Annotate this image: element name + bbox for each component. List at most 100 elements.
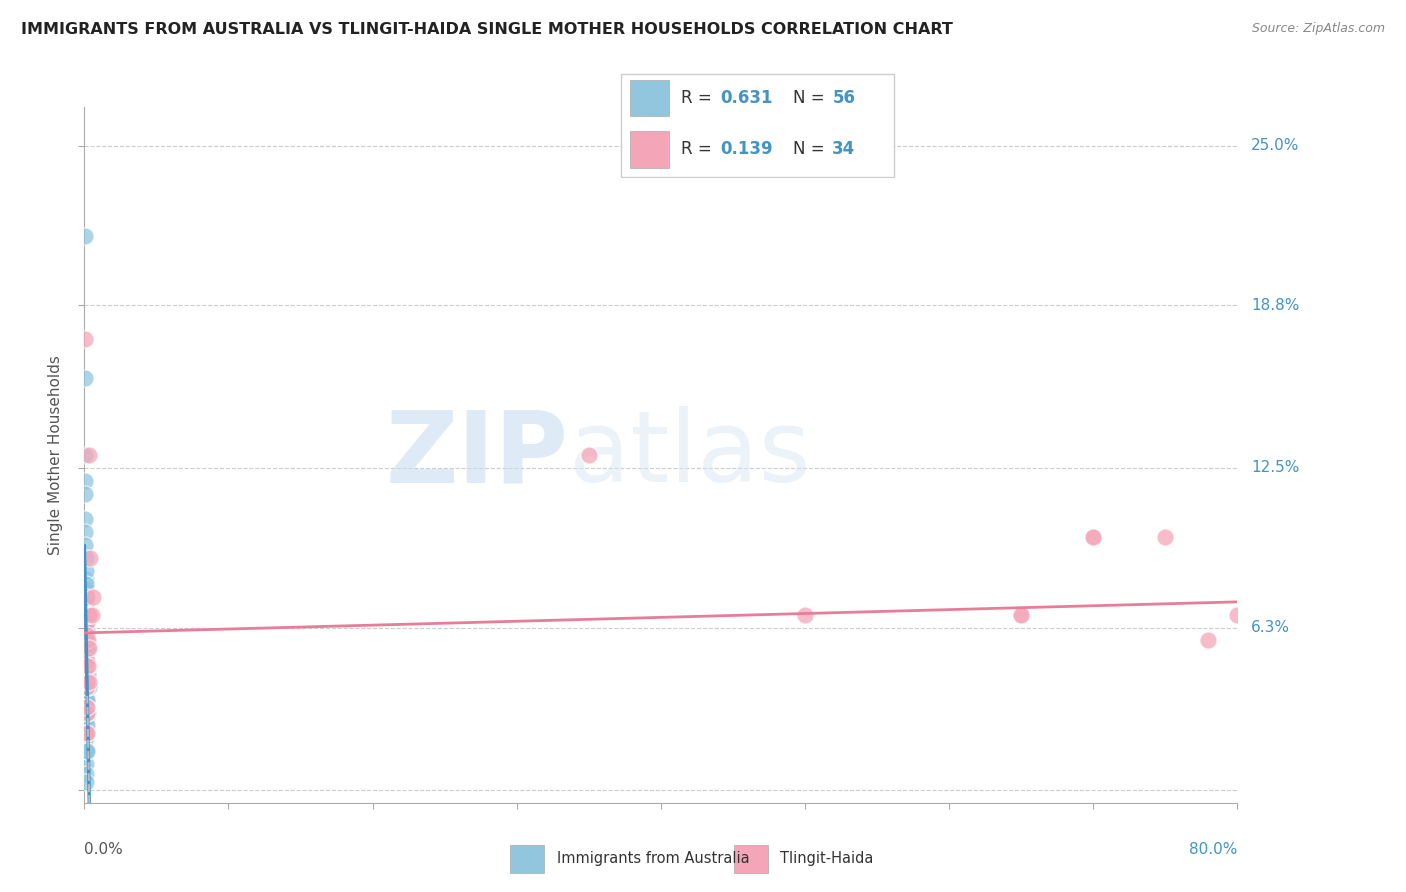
Point xyxy=(75,598,97,612)
Point xyxy=(75,607,97,622)
Text: R =: R = xyxy=(681,141,717,159)
Point xyxy=(75,654,97,668)
Point xyxy=(75,623,97,637)
Point xyxy=(1010,607,1032,622)
Text: 0.0%: 0.0% xyxy=(84,842,124,856)
Point xyxy=(75,615,97,630)
Point xyxy=(75,582,97,596)
Point xyxy=(1083,530,1105,544)
Point xyxy=(75,572,97,586)
Point xyxy=(76,633,98,648)
Point xyxy=(76,744,98,758)
Point xyxy=(1010,607,1032,622)
Point xyxy=(76,641,98,656)
Bar xyxy=(734,846,768,872)
Point xyxy=(578,448,600,462)
Point xyxy=(75,700,97,714)
FancyBboxPatch shape xyxy=(630,131,669,168)
Point xyxy=(75,641,97,656)
Point xyxy=(76,692,98,706)
Point xyxy=(75,692,97,706)
Point xyxy=(75,674,97,689)
Point xyxy=(73,228,96,243)
Point xyxy=(77,674,100,689)
Point xyxy=(75,564,97,578)
Point xyxy=(75,512,97,526)
Point xyxy=(1256,680,1278,694)
Point xyxy=(75,659,97,673)
Point xyxy=(73,332,96,346)
Point xyxy=(1226,607,1249,622)
Text: ZIP: ZIP xyxy=(385,407,568,503)
Point xyxy=(77,659,100,673)
Text: N =: N = xyxy=(793,141,830,159)
Point xyxy=(76,726,98,740)
Point xyxy=(76,590,98,604)
Point xyxy=(76,659,98,673)
Point xyxy=(75,767,97,781)
Point xyxy=(75,726,97,740)
Text: IMMIGRANTS FROM AUSTRALIA VS TLINGIT-HAIDA SINGLE MOTHER HOUSEHOLDS CORRELATION : IMMIGRANTS FROM AUSTRALIA VS TLINGIT-HAI… xyxy=(21,22,953,37)
Point xyxy=(76,744,98,758)
Point xyxy=(75,598,97,612)
Point xyxy=(75,633,97,648)
Text: 0.631: 0.631 xyxy=(720,89,772,107)
Point xyxy=(75,551,97,566)
Point xyxy=(76,692,98,706)
Point xyxy=(75,711,97,725)
Y-axis label: Single Mother Households: Single Mother Households xyxy=(48,355,63,555)
Point xyxy=(79,680,101,694)
Point xyxy=(75,607,97,622)
Point xyxy=(77,667,100,681)
Text: Immigrants from Australia: Immigrants from Australia xyxy=(557,852,749,866)
Point xyxy=(1298,674,1320,689)
Point xyxy=(75,538,97,552)
Point xyxy=(76,659,98,673)
Point xyxy=(73,370,96,384)
Point xyxy=(75,775,97,789)
Point xyxy=(73,474,96,488)
Text: 80.0%: 80.0% xyxy=(1189,842,1237,856)
Point xyxy=(75,615,97,630)
Point xyxy=(77,633,100,648)
Point xyxy=(76,654,98,668)
Point xyxy=(75,448,97,462)
Point xyxy=(75,590,97,604)
Point xyxy=(79,607,101,622)
Point xyxy=(76,706,98,720)
Point xyxy=(75,633,97,648)
Point xyxy=(75,576,97,591)
Point xyxy=(75,685,97,699)
Text: N =: N = xyxy=(793,89,830,107)
Point xyxy=(75,654,97,668)
Point xyxy=(75,700,97,714)
Point xyxy=(75,576,97,591)
FancyBboxPatch shape xyxy=(621,73,894,178)
Point xyxy=(75,607,97,622)
Point xyxy=(75,633,97,648)
Text: 56: 56 xyxy=(832,89,855,107)
FancyBboxPatch shape xyxy=(630,80,669,116)
Point xyxy=(79,551,101,566)
Point xyxy=(76,674,98,689)
Point xyxy=(1154,530,1177,544)
Point xyxy=(1083,530,1105,544)
Point xyxy=(76,641,98,656)
Point xyxy=(77,641,100,656)
Point xyxy=(76,711,98,725)
Point xyxy=(76,654,98,668)
Text: 6.3%: 6.3% xyxy=(1251,620,1291,635)
Text: 12.5%: 12.5% xyxy=(1251,460,1299,475)
Point xyxy=(76,674,98,689)
Text: 25.0%: 25.0% xyxy=(1251,138,1299,153)
Point xyxy=(76,726,98,740)
Point xyxy=(75,486,97,500)
Point xyxy=(75,525,97,540)
Point xyxy=(75,680,97,694)
Text: atlas: atlas xyxy=(568,407,810,503)
Point xyxy=(1341,607,1364,622)
Text: R =: R = xyxy=(681,89,717,107)
Bar xyxy=(510,846,544,872)
Point xyxy=(76,615,98,630)
Point xyxy=(75,718,97,732)
